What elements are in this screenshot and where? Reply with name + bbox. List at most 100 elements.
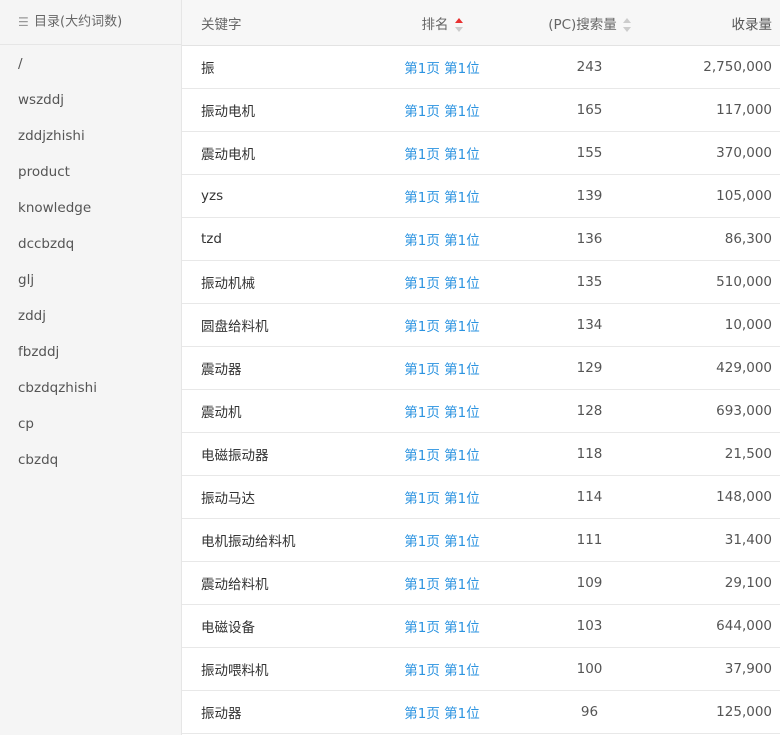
sidebar-item[interactable]: glj xyxy=(18,272,35,288)
table-row: 振动器 第1页 第1位 96 125,000 xyxy=(182,691,780,734)
keyword-cell: 震动电机 xyxy=(201,147,255,163)
indexed-count-cell: 29,100 xyxy=(724,575,772,591)
search-volume-cell: 155 xyxy=(576,145,603,161)
keyword-cell: yzs xyxy=(201,188,224,204)
table-row: 电磁设备 第1页 第1位 103 644,000 xyxy=(182,605,780,648)
rank-link[interactable]: 第1页 第1位 xyxy=(404,233,480,249)
table-row: yzs 第1页 第1位 139 105,000 xyxy=(182,175,780,218)
indexed-count-cell: 2,750,000 xyxy=(703,59,772,75)
keyword-cell: 振动机械 xyxy=(201,276,255,292)
sidebar-item[interactable]: cbzdq xyxy=(18,452,59,468)
rank-link[interactable]: 第1页 第1位 xyxy=(404,276,480,292)
keyword-cell: 震动器 xyxy=(201,362,242,378)
keyword-cell: 电磁振动器 xyxy=(201,448,269,464)
sidebar-item[interactable]: zddj xyxy=(18,308,46,324)
sort-icon[interactable] xyxy=(454,17,463,32)
rank-link[interactable]: 第1页 第1位 xyxy=(404,620,480,636)
keyword-cell: tzd xyxy=(201,231,222,247)
keyword-cell: 振动器 xyxy=(201,706,242,722)
search-volume-cell: 114 xyxy=(576,489,603,505)
indexed-count-cell: 37,900 xyxy=(724,661,772,677)
search-volume-cell: 128 xyxy=(576,403,603,419)
sidebar-item[interactable]: wszddj xyxy=(18,92,65,108)
indexed-count-cell: 117,000 xyxy=(716,102,772,118)
indexed-count-cell: 10,000 xyxy=(724,317,772,333)
sort-icon[interactable] xyxy=(622,17,631,32)
rank-link[interactable]: 第1页 第1位 xyxy=(404,448,480,464)
table-row: 振动喂料机 第1页 第1位 100 37,900 xyxy=(182,648,780,691)
indexed-count-cell: 644,000 xyxy=(716,618,772,634)
rank-link[interactable]: 第1页 第1位 xyxy=(404,104,480,120)
list-icon: ☰ xyxy=(18,15,29,29)
search-volume-cell: 139 xyxy=(576,188,603,204)
keyword-cell: 电磁设备 xyxy=(201,620,255,636)
keyword-cell: 电机振动给料机 xyxy=(201,534,296,550)
table-row: 振动机械 第1页 第1位 135 510,000 xyxy=(182,261,780,304)
rank-link[interactable]: 第1页 第1位 xyxy=(404,491,480,507)
header-search-label: (PC)搜索量 xyxy=(548,16,617,33)
table-row: 震动给料机 第1页 第1位 109 29,100 xyxy=(182,562,780,605)
sidebar-item[interactable]: dccbzdq xyxy=(18,236,75,252)
directory-sidebar: ☰ 目录(大约词数) / wszddj zddjzhishi product knowle… xyxy=(0,0,182,735)
search-volume-cell: 109 xyxy=(576,575,603,591)
search-volume-cell: 129 xyxy=(576,360,603,376)
rank-link[interactable]: 第1页 第1位 xyxy=(404,663,480,679)
keyword-cell: 振 xyxy=(201,61,215,77)
table-row: 圆盘给料机 第1页 第1位 134 10,000 xyxy=(182,304,780,347)
table-row: 振动电机 第1页 第1位 165 117,000 xyxy=(182,89,780,132)
header-search-volume[interactable]: (PC)搜索量 xyxy=(522,13,657,33)
keyword-cell: 振动电机 xyxy=(201,104,255,120)
sidebar-title: 目录(大约词数) xyxy=(34,14,123,30)
indexed-count-cell: 125,000 xyxy=(716,704,772,720)
indexed-count-cell: 370,000 xyxy=(716,145,772,161)
keyword-table: 关键字 排名 (PC)搜索量 收录量 振第1页 第1位 243 2,750,000 振… xyxy=(182,0,780,734)
rank-link[interactable]: 第1页 第1位 xyxy=(404,534,480,550)
header-rank[interactable]: 排名 xyxy=(362,13,522,33)
table-row: tzd 第1页 第1位 136 86,300 xyxy=(182,218,780,261)
indexed-count-cell: 31,400 xyxy=(724,532,772,548)
search-volume-cell: 118 xyxy=(576,446,603,462)
rank-link[interactable]: 第1页 第1位 xyxy=(404,577,480,593)
search-volume-cell: 136 xyxy=(576,231,603,247)
rank-link[interactable]: 第1页 第1位 xyxy=(404,405,480,421)
rank-link[interactable]: 第1页 第1位 xyxy=(404,190,480,206)
keyword-cell: 振动马达 xyxy=(201,491,255,507)
search-volume-cell: 96 xyxy=(580,704,599,720)
search-volume-cell: 243 xyxy=(576,59,603,75)
sidebar-item[interactable]: fbzddj xyxy=(18,344,60,360)
sidebar-item[interactable]: product xyxy=(18,164,70,180)
table-row: 震动器 第1页 第1位 129 429,000 xyxy=(182,347,780,390)
sidebar-item[interactable]: knowledge xyxy=(18,200,92,216)
header-keyword: 关键字 xyxy=(201,16,242,33)
sidebar-item[interactable]: cp xyxy=(18,416,34,432)
indexed-count-cell: 429,000 xyxy=(716,360,772,376)
rank-link[interactable]: 第1页 第1位 xyxy=(404,319,480,335)
keyword-cell: 震动给料机 xyxy=(201,577,269,593)
header-rank-label: 排名 xyxy=(421,16,449,33)
rank-link[interactable]: 第1页 第1位 xyxy=(404,147,480,163)
sidebar-item[interactable]: / xyxy=(18,56,23,72)
sidebar-item[interactable]: cbzdqzhishi xyxy=(18,380,97,396)
table-row: 振动马达 第1页 第1位 114 148,000 xyxy=(182,476,780,519)
search-volume-cell: 135 xyxy=(576,274,603,290)
rank-link[interactable]: 第1页 第1位 xyxy=(404,362,480,378)
rank-link[interactable]: 第1页 第1位 xyxy=(404,706,480,722)
table-row: 电机振动给料机 第1页 第1位 111 31,400 xyxy=(182,519,780,562)
search-volume-cell: 134 xyxy=(576,317,603,333)
sidebar-item[interactable]: zddjzhishi xyxy=(18,128,85,144)
keyword-cell: 震动机 xyxy=(201,405,242,421)
table-header: 关键字 排名 (PC)搜索量 收录量 xyxy=(182,0,780,46)
indexed-count-cell: 21,500 xyxy=(724,446,772,462)
indexed-count-cell: 105,000 xyxy=(716,188,772,204)
search-volume-cell: 100 xyxy=(576,661,603,677)
keyword-cell: 振动喂料机 xyxy=(201,663,269,679)
search-volume-cell: 111 xyxy=(576,532,603,548)
table-row: 电磁振动器 第1页 第1位 118 21,500 xyxy=(182,433,780,476)
sidebar-header: ☰ 目录(大约词数) xyxy=(0,0,181,45)
keyword-cell: 圆盘给料机 xyxy=(201,319,269,335)
indexed-count-cell: 86,300 xyxy=(724,231,772,247)
rank-link[interactable]: 第1页 第1位 xyxy=(404,61,480,77)
search-volume-cell: 165 xyxy=(576,102,603,118)
search-volume-cell: 103 xyxy=(576,618,603,634)
indexed-count-cell: 693,000 xyxy=(716,403,772,419)
